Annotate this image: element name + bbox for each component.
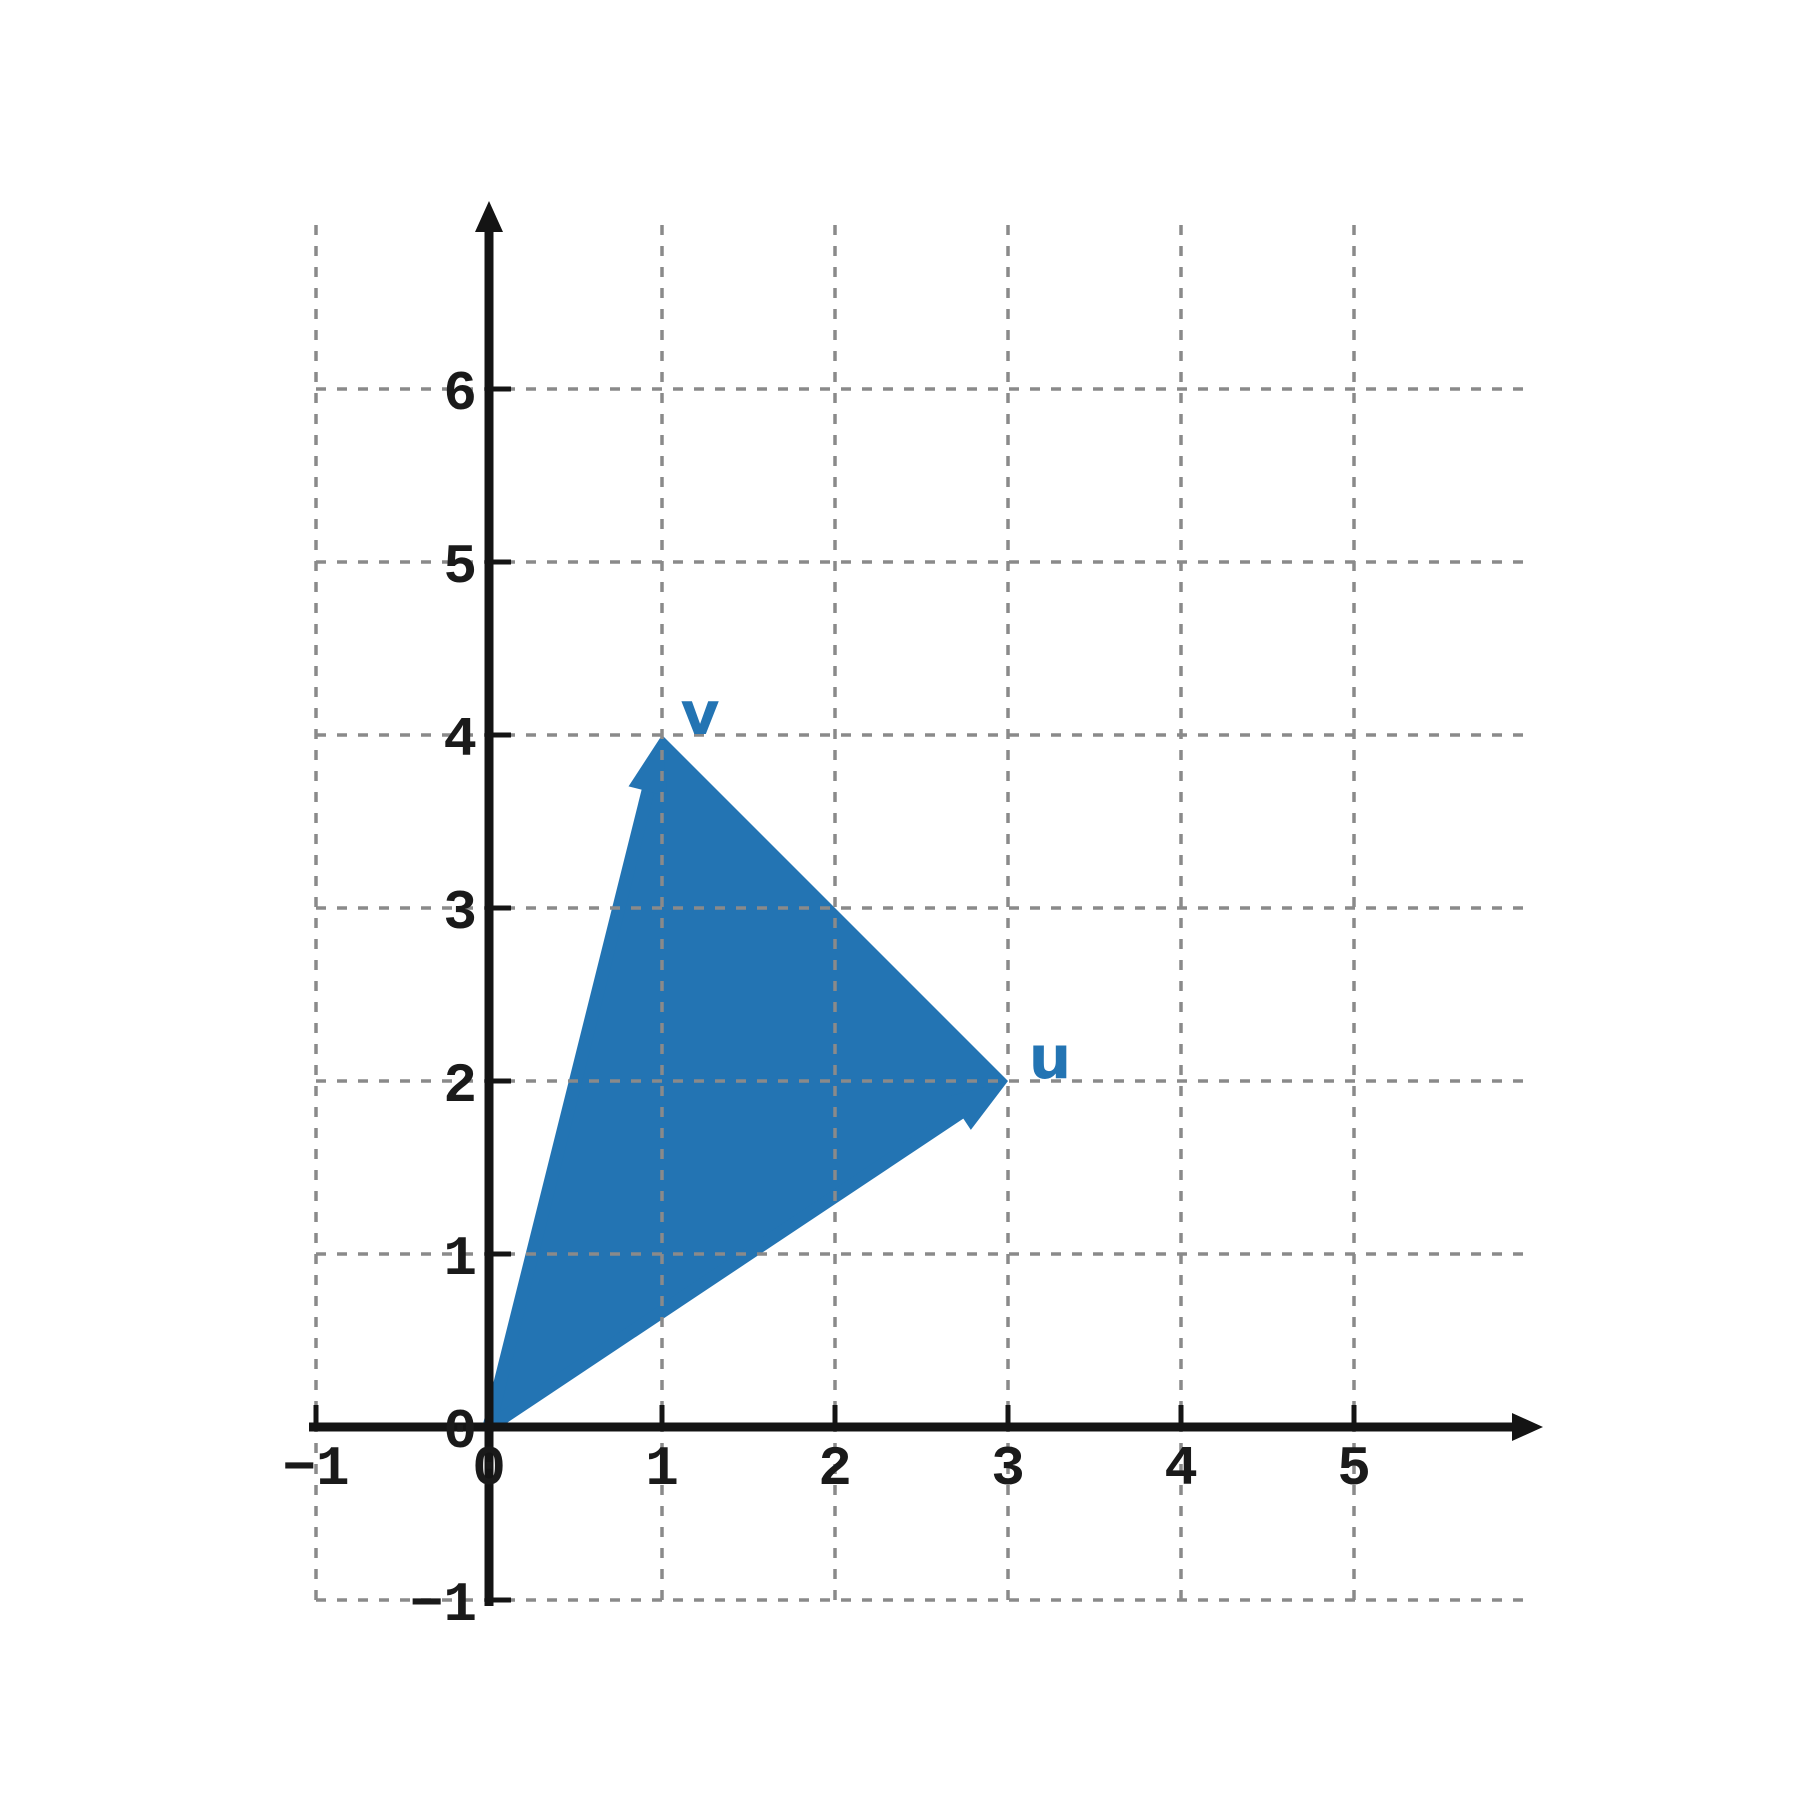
y-axis-arrowhead (475, 201, 503, 232)
vector-u-arrowhead (948, 1081, 1008, 1130)
x-tick-label-2: 2 (818, 1437, 852, 1501)
y-tick-label-0: 0 (443, 1400, 477, 1464)
vector-v-arrowhead (628, 735, 668, 797)
x-tick-label-3: 3 (991, 1437, 1025, 1501)
y-tick-label-5: 5 (443, 535, 477, 599)
y-tick-label-1: 1 (443, 1227, 477, 1291)
x-tick-label-4: 4 (1164, 1437, 1198, 1501)
y-tick-label-6: 6 (443, 362, 477, 426)
y-tick-label-2: 2 (443, 1054, 477, 1118)
vector-v-shaft (482, 785, 656, 1429)
x-tick-label-5: 5 (1337, 1437, 1371, 1501)
y-tick-label--1: −1 (410, 1573, 477, 1637)
y-tick-label-3: 3 (443, 881, 477, 945)
x-tick-label-0: 0 (472, 1437, 506, 1501)
vector-u-shaft (485, 1105, 967, 1433)
x-tick-label-1: 1 (645, 1437, 679, 1501)
x-axis-arrowhead (1512, 1413, 1543, 1441)
vector-v-label: v (680, 679, 719, 749)
vector-u-label: u (1029, 1023, 1072, 1093)
y-tick-label-4: 4 (443, 708, 477, 772)
x-tick-label--1: −1 (282, 1437, 349, 1501)
